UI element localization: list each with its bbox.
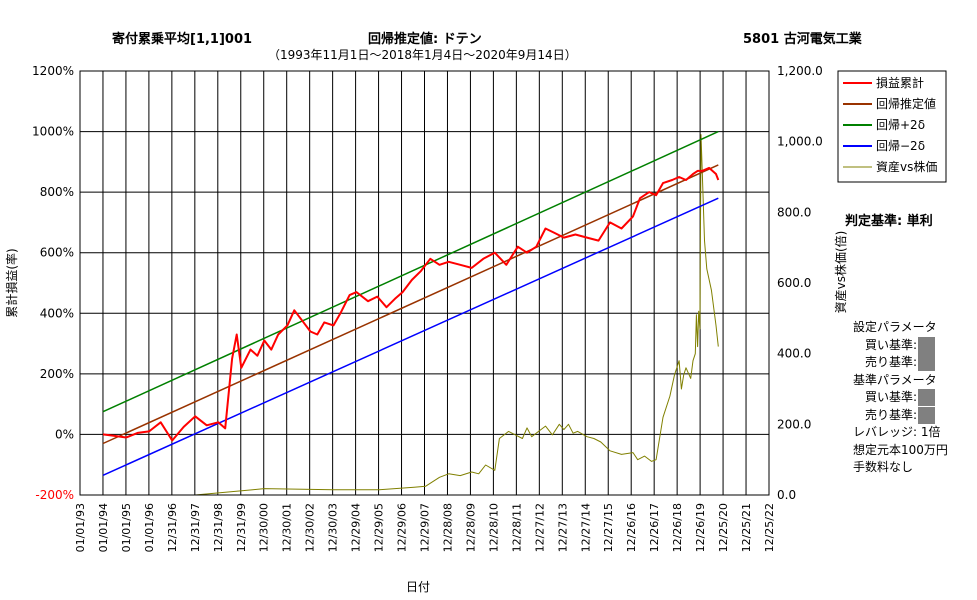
sell-label: 売り基準: [865, 355, 918, 369]
x-tick: 12/27/12 [533, 503, 546, 552]
sell-row: 売り基準: [853, 354, 948, 372]
x-tick: 01/01/95 [120, 503, 133, 552]
y-axis-left-label: 累計損益(率) [4, 248, 19, 317]
x-tick: 12/28/11 [510, 503, 523, 552]
legend-label-regression: 回帰推定値 [876, 96, 936, 111]
x-tick: 12/30/02 [304, 503, 317, 552]
x-tick: 12/26/17 [648, 503, 661, 552]
x-tick: 01/01/93 [74, 503, 87, 552]
x-tick: 12/31/98 [212, 503, 225, 552]
y-tick-right: 1,000.0 [777, 135, 823, 149]
base-buy-row: 買い基準: [853, 389, 948, 407]
x-tick: 12/26/18 [671, 503, 684, 552]
base-buy-value-box [918, 389, 936, 406]
x-tick: 12/29/05 [373, 503, 386, 552]
y-tick-left: 400% [40, 306, 74, 320]
series-layer [102, 130, 720, 496]
legend-label-plus2sigma: 回帰+2δ [876, 118, 925, 132]
legend-label-asset-vs-price: 資産vs株価 [876, 159, 937, 174]
x-tick: 01/01/94 [97, 503, 110, 552]
leverage-text: レバレッジ: 1倍 [853, 425, 941, 439]
x-tick: 12/25/22 [763, 503, 776, 552]
strategy-title: 寄付累乗平均[1,1]001 [112, 32, 253, 47]
grid [80, 71, 769, 495]
buy-value-box [918, 336, 936, 354]
y-tick-left: 600% [40, 246, 74, 260]
x-tick: 12/26/16 [625, 503, 638, 552]
base-buy-label: 買い基準: [865, 390, 918, 404]
legend-box [837, 70, 947, 183]
x-tick: 12/28/08 [441, 503, 454, 552]
capital-text: 想定元本100万円 [853, 442, 948, 457]
y-tick-left: 1000% [32, 125, 74, 139]
series-plus2sigma-line [102, 130, 719, 413]
x-tick: 12/27/14 [579, 503, 592, 552]
judgement-label: 判定基準: 単利 [845, 214, 933, 229]
x-tick: 12/29/07 [419, 503, 432, 552]
x-tick: 01/01/96 [143, 503, 156, 552]
y-tick-left: 200% [40, 367, 74, 381]
x-tick: 12/31/97 [189, 503, 202, 552]
y-tick-right: 600.0 [777, 276, 811, 290]
x-tick: 12/25/21 [740, 503, 753, 552]
base-title: 基準パラメータ [853, 372, 937, 387]
series-minus2sigma-line [102, 197, 719, 476]
series-cum-pl-line [102, 166, 720, 442]
x-tick: 12/26/19 [694, 503, 707, 552]
y-tick-left: 1200% [32, 64, 74, 78]
y-tick-left: -200% [35, 488, 74, 502]
legend-label-minus2sigma: 回帰−2δ [876, 139, 925, 153]
y-axis-right-label: 資産vs株価(倍) [833, 231, 848, 314]
buy-label: 買い基準: [865, 337, 918, 352]
base-sell-value-box [918, 406, 936, 424]
y-tick-right: 400.0 [777, 347, 811, 361]
period-subtitle: （1993年11月1日～2018年1月4日～2020年9月14日） [268, 48, 577, 62]
y-tick-right: 1,200.0 [777, 64, 823, 78]
x-tick: 12/29/06 [396, 503, 409, 552]
x-tick: 12/28/10 [487, 503, 500, 552]
y-tick-left: 0% [55, 427, 74, 441]
left-axis: 1200% 1000% 800% 600% 400% 200% 0% -200% [32, 64, 74, 502]
buy-row: 買い基準: [853, 336, 948, 355]
regression-title: 回帰推定値: ドテン [368, 32, 482, 47]
x-tick: 12/30/00 [258, 503, 271, 552]
x-tick: 12/27/13 [556, 503, 569, 552]
x-tick: 12/29/04 [350, 503, 363, 552]
param-panel: 設定パラメータ 買い基準: 売り基準: 基準パラメータ 買い基準: 売り基準: … [853, 319, 948, 477]
settings-title: 設定パラメータ [853, 320, 937, 334]
base-sell-label: 売り基準: [865, 407, 918, 422]
series-asset-vs-price-line [103, 134, 719, 496]
sell-value-box [918, 354, 936, 371]
x-tick: 12/30/01 [281, 503, 294, 552]
y-tick-right: 200.0 [777, 417, 811, 431]
x-tick: 12/25/20 [717, 503, 730, 552]
right-axis: 1,200.0 1,000.0 800.0 600.0 400.0 200.0 0.0 [777, 64, 823, 502]
x-tick: 12/27/15 [602, 503, 615, 552]
x-tick: 12/31/99 [235, 503, 248, 552]
x-tick: 12/31/96 [166, 503, 179, 552]
fees-text: 手数料なし [853, 460, 914, 474]
series-regression-line [102, 164, 719, 445]
y-tick-left: 800% [40, 185, 74, 199]
y-tick-right: 800.0 [777, 205, 811, 219]
legend-label-cum-pl: 損益累計 [876, 75, 924, 90]
base-sell-row: 売り基準: [853, 406, 948, 425]
stock-title: 5801 古河電気工業 [743, 32, 862, 47]
x-tick: 12/30/03 [327, 503, 340, 552]
legend: 損益累計 回帰推定値 回帰+2δ 回帰−2δ 資産vs株価 [837, 70, 947, 183]
y-tick-right: 0.0 [777, 488, 796, 502]
x-tick: 12/28/09 [464, 503, 477, 552]
x-axis: 01/01/93 01/01/94 01/01/95 01/01/96 12/31/96… [74, 503, 776, 552]
x-axis-label: 日付 [406, 580, 430, 594]
plot-frame [79, 70, 770, 496]
